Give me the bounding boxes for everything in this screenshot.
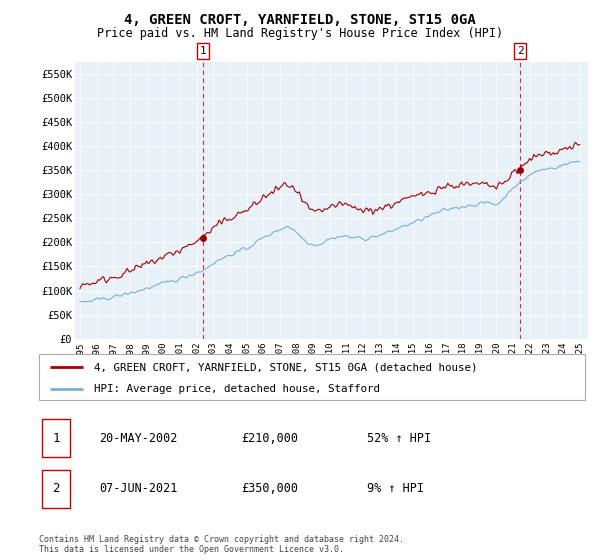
Text: 2: 2 xyxy=(52,482,59,495)
Text: 9% ↑ HPI: 9% ↑ HPI xyxy=(367,482,424,495)
Text: HPI: Average price, detached house, Stafford: HPI: Average price, detached house, Staf… xyxy=(94,384,380,394)
Text: 07-JUN-2021: 07-JUN-2021 xyxy=(99,482,178,495)
Text: 52% ↑ HPI: 52% ↑ HPI xyxy=(367,432,431,445)
Text: 1: 1 xyxy=(52,432,59,445)
Text: 4, GREEN CROFT, YARNFIELD, STONE, ST15 0GA (detached house): 4, GREEN CROFT, YARNFIELD, STONE, ST15 0… xyxy=(94,362,477,372)
Text: £210,000: £210,000 xyxy=(241,432,298,445)
Text: Contains HM Land Registry data © Crown copyright and database right 2024.
This d: Contains HM Land Registry data © Crown c… xyxy=(39,535,404,554)
Text: Price paid vs. HM Land Registry's House Price Index (HPI): Price paid vs. HM Land Registry's House … xyxy=(97,27,503,40)
Text: 4, GREEN CROFT, YARNFIELD, STONE, ST15 0GA: 4, GREEN CROFT, YARNFIELD, STONE, ST15 0… xyxy=(124,13,476,27)
Text: 20-MAY-2002: 20-MAY-2002 xyxy=(99,432,178,445)
Bar xyxy=(42,419,70,457)
Text: 2: 2 xyxy=(517,46,524,56)
Text: 1: 1 xyxy=(200,46,206,56)
Text: £350,000: £350,000 xyxy=(241,482,298,495)
Bar xyxy=(42,470,70,507)
